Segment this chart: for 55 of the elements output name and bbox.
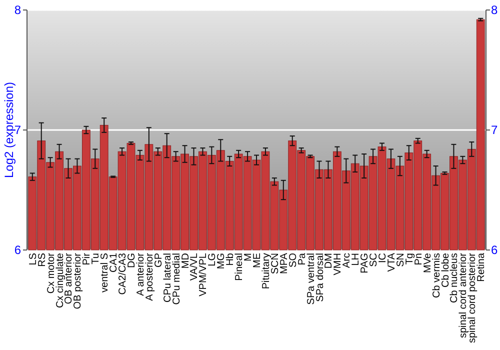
x-tick-label: SCN	[270, 253, 281, 274]
x-tick-label: Cx motor	[46, 252, 57, 294]
x-tick-label: ventral S	[100, 252, 111, 292]
x-tick-label: GP	[153, 252, 164, 268]
x-tick-label: OB anterior	[64, 252, 75, 304]
x-tick-label: SO	[288, 252, 299, 268]
x-tick-label: SN	[395, 253, 406, 267]
x-tick-label: A anterior	[135, 252, 146, 296]
x-tick-label: Retina	[476, 252, 488, 282]
x-tick-label: A posterior	[144, 252, 156, 301]
x-tick-label: Tu	[90, 253, 102, 264]
x-tick-label: Cb nucleus	[449, 253, 460, 304]
y-tick-label: 8	[14, 3, 22, 18]
x-tick-label: VMH	[332, 253, 344, 276]
x-tick-label: RS	[36, 252, 48, 267]
y-tick-label: 7	[14, 123, 22, 138]
x-tick-label: IC	[378, 253, 388, 263]
x-tick-label: Pn	[413, 253, 424, 266]
x-tick-label: VTA	[386, 252, 398, 272]
x-tick-label: LG	[207, 252, 218, 266]
x-tick-label: Pa	[296, 252, 308, 266]
x-tick-label: CA2/CA3	[118, 252, 129, 295]
x-tick-label: Hb	[225, 252, 236, 266]
y-tick-label: 6	[14, 243, 22, 258]
x-tick-label: CA1	[108, 252, 120, 272]
x-tick-label: MVe	[422, 252, 434, 274]
y2-tick-label: 6	[491, 243, 498, 258]
x-tick-label: ME	[252, 252, 263, 268]
x-tick-label: SPa ventral	[306, 253, 317, 305]
x-tick-label: DM	[324, 253, 335, 269]
x-tick-label: Pineal	[234, 253, 246, 281]
x-tick-label: SC	[368, 253, 380, 267]
x-tick-label: Pituitary	[260, 253, 272, 290]
x-tick-label: spinal cord anterior	[458, 252, 470, 338]
x-tick-label: Cx cingulate	[54, 252, 66, 308]
x-tick-label: Arc	[342, 253, 353, 268]
x-tick-label: Pir	[82, 252, 93, 266]
y2-tick-label: 7	[491, 123, 498, 138]
x-tick-label: PAG	[360, 252, 371, 274]
x-tick-label: VPM/VPL	[198, 252, 210, 296]
y2-tick-label: 8	[491, 3, 498, 18]
x-tick-label: LH	[350, 253, 362, 266]
x-tick-label: SPa dorsal	[314, 253, 326, 302]
x-tick-label: OB posterior	[72, 252, 84, 310]
x-tick-label: CPu medial	[171, 253, 182, 305]
x-tick-label: LS	[28, 252, 39, 266]
x-tick-label: spinal cord posterior	[467, 252, 478, 344]
x-tick-label: DG	[126, 252, 138, 268]
x-tick-label: MPA	[278, 252, 290, 274]
x-tick-label: Cb vermis	[431, 253, 442, 298]
x-tick-label: Cb lobe	[440, 252, 452, 288]
x-tick-label: Tg	[404, 253, 416, 265]
x-tick-label: M	[243, 253, 254, 262]
x-tick-label: CPu lateral	[162, 253, 174, 302]
y-axis-title: Log2 (expression)	[2, 82, 16, 178]
